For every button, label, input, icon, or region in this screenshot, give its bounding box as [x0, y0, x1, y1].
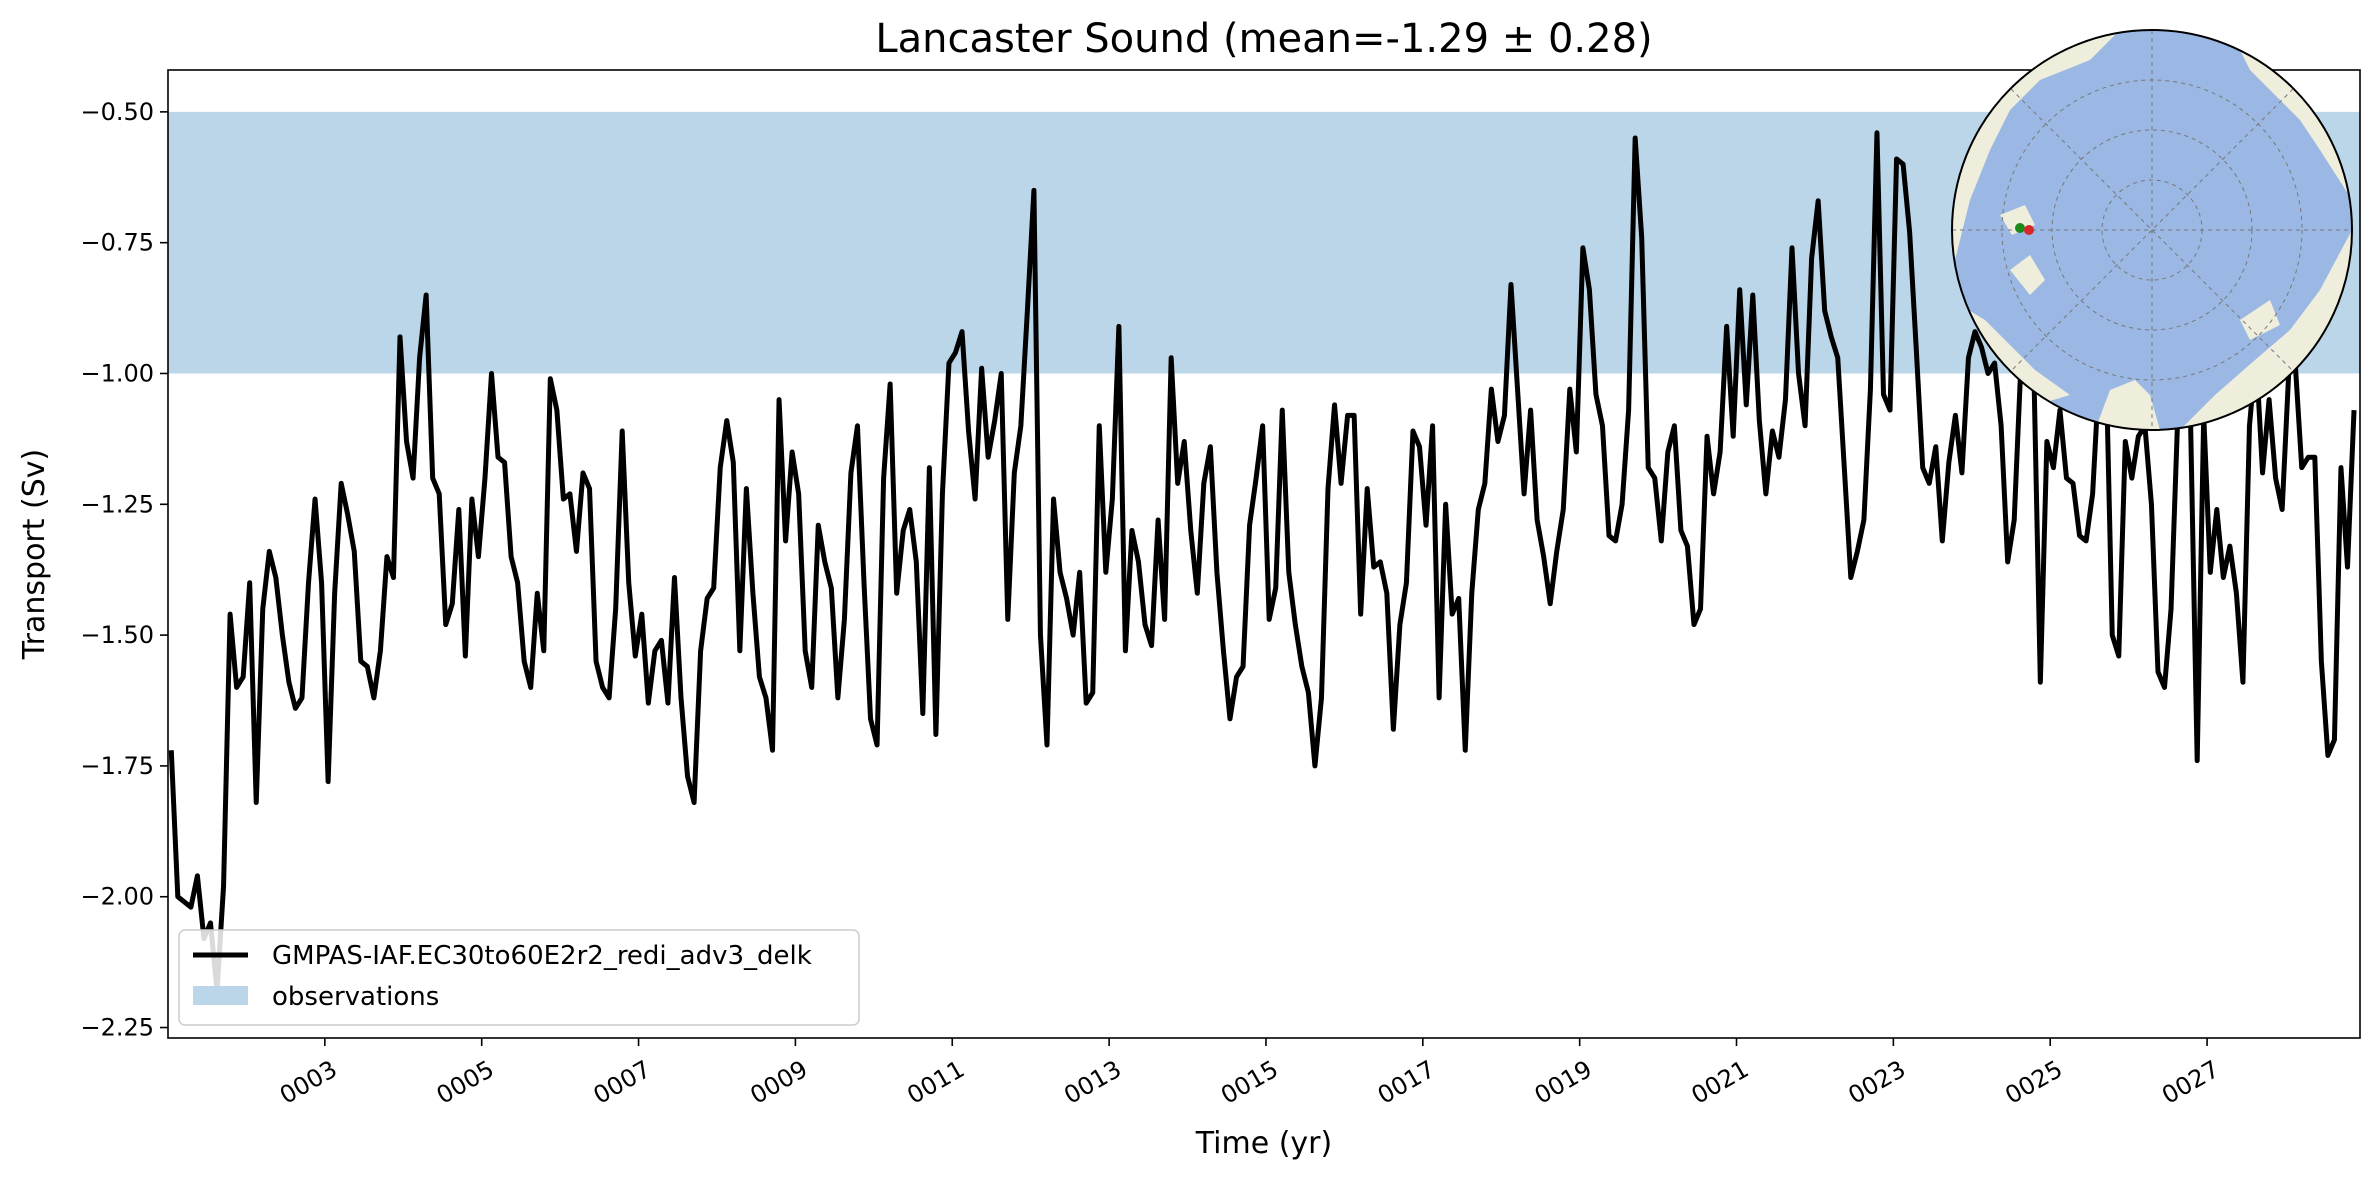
plot-frame — [167, 69, 2361, 1039]
y-tick-label: −1.00 — [80, 359, 154, 387]
x-tick-label: 0003 — [275, 1055, 342, 1110]
legend-box — [178, 929, 860, 1026]
map-marker-green — [2015, 223, 2025, 233]
x-tick-label: 0015 — [1216, 1055, 1283, 1110]
x-tick-label: 0017 — [1373, 1055, 1440, 1110]
x-tick-label: 0023 — [1843, 1055, 1910, 1110]
map-border — [1951, 29, 2353, 431]
x-tick-label: 0027 — [2157, 1055, 2224, 1110]
x-tick-label: 0019 — [1530, 1055, 1597, 1110]
y-tick-label: −2.00 — [80, 883, 154, 911]
y-axis: −0.50 −0.75 −1.00 −1.25 −1.50 −1.75 −2.00 −2.25 — [80, 98, 168, 1042]
chart-title: Lancaster Sound (mean=-1.29 ± 0.28) — [875, 16, 1652, 62]
x-tick-label: 0007 — [589, 1055, 656, 1110]
x-tick-label: 0021 — [1687, 1055, 1754, 1110]
map-marker-red — [2024, 225, 2034, 235]
legend: GMPAS-IAF.EC30to60E2r2_redi_adv3_delk ob… — [178, 929, 860, 1026]
x-tick-label: 0005 — [432, 1055, 499, 1110]
x-axis: 0003 0005 0007 0009 0011 0013 0015 0017 0019 0021… — [275, 1038, 2224, 1110]
x-axis-label: Time (yr) — [1195, 1126, 1332, 1161]
y-tick-label: −2.25 — [80, 1014, 154, 1042]
series-line — [168, 130, 2357, 994]
x-tick-label: 0013 — [1059, 1055, 1126, 1110]
inset-polar-map — [1951, 29, 2353, 431]
y-axis-label: Transport (Sv) — [17, 449, 52, 661]
x-tick-label: 0011 — [902, 1055, 969, 1110]
y-tick-label: −1.50 — [80, 621, 154, 649]
y-tick-label: −1.75 — [80, 752, 154, 780]
legend-label-model: GMPAS-IAF.EC30to60E2r2_redi_adv3_delk — [272, 941, 812, 971]
y-tick-label: −0.50 — [80, 98, 154, 126]
x-tick-label: 0009 — [746, 1055, 813, 1110]
legend-observations-swatch — [193, 986, 248, 1005]
legend-label-observations: observations — [272, 982, 439, 1012]
y-tick-label: −0.75 — [80, 229, 154, 257]
y-tick-label: −1.25 — [80, 490, 154, 518]
x-tick-label: 0025 — [2000, 1055, 2067, 1110]
